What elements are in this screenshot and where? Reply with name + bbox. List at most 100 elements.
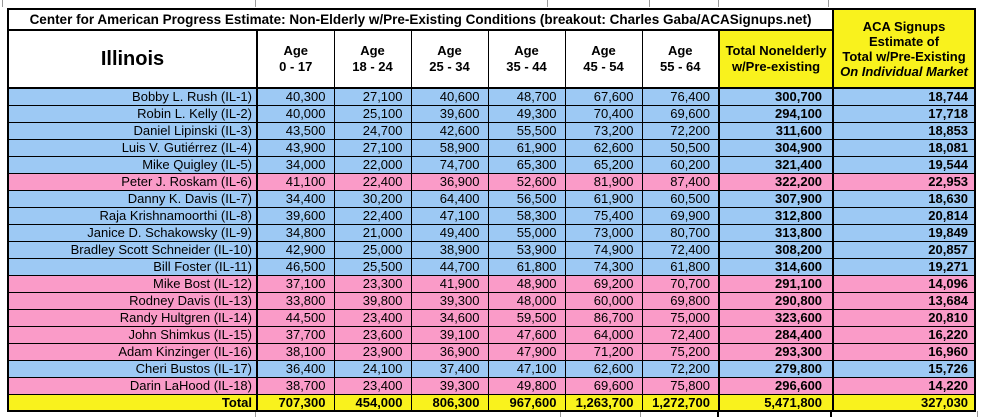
age-35-44-cell: 47,100 [487,359,566,378]
age-label: Age [514,43,539,58]
age-0-17-cell: 46,500 [256,257,335,276]
age-label: Age [591,43,616,58]
aca-header-line: ACA Signups [862,18,946,34]
age-55-64-cell: 60,500 [641,189,720,208]
total-nonelderly-cell: 290,800 [717,291,835,310]
age-55-64-cell: 69,800 [641,291,720,310]
age-18-24-cell: 25,500 [333,257,412,276]
age-column-header-18-24: Age 18 - 24 [333,29,412,89]
age-0-17-cell: 41,100 [256,172,335,191]
aca-header-line: Estimate of [868,33,940,49]
table-row: Randy Hultgren (IL-14) 44,500 23,400 34,… [7,308,976,327]
aca-estimate-cell: 16,960 [832,342,976,361]
age-45-54-cell: 62,600 [564,359,643,378]
table-row: Danny K. Davis (IL-7) 34,400 30,200 64,4… [7,189,976,208]
total-age-45-54: 1,263,700 [564,393,643,412]
aca-estimate-cell: 15,726 [832,359,976,378]
age-0-17-cell: 40,000 [256,104,335,123]
age-25-34-cell: 39,600 [410,104,489,123]
aca-estimate-cell: 22,953 [832,172,976,191]
age-18-24-cell: 27,100 [333,138,412,157]
age-55-64-cell: 69,600 [641,104,720,123]
representative-name-cell: John Shimkus (IL-15) [7,325,258,344]
age-55-64-cell: 72,400 [641,240,720,259]
total-header-line: Total Nonelderly [725,43,827,58]
table-row: Raja Krishnamoorthi (IL-8) 39,600 22,400… [7,206,976,225]
age-label: Age [667,43,693,58]
age-25-34-cell: 58,900 [410,138,489,157]
age-25-34-cell: 39,100 [410,325,489,344]
age-55-64-cell: 72,200 [641,121,720,140]
total-nonelderly-cell: 294,100 [717,104,835,123]
table-row: John Shimkus (IL-15) 37,700 23,600 39,10… [7,325,976,344]
age-45-54-cell: 86,700 [564,308,643,327]
age-0-17-cell: 43,500 [256,121,335,140]
age-35-44-cell: 56,500 [487,189,566,208]
aca-estimate-cell: 18,630 [832,189,976,208]
total-nonelderly-grand-total: 5,471,800 [717,393,835,412]
gridline [255,0,256,7]
age-55-64-cell: 69,900 [641,206,720,225]
representative-name-cell: Robin L. Kelly (IL-2) [7,104,258,123]
aca-estimate-cell: 19,271 [832,257,976,276]
representative-name-cell: Cheri Bustos (IL-17) [7,359,258,378]
age-column-header-25-34: Age 25 - 34 [410,29,489,89]
total-nonelderly-cell: 296,600 [717,376,835,395]
age-55-64-cell: 72,200 [641,359,720,378]
aca-estimate-cell: 19,849 [832,223,976,242]
total-nonelderly-cell: 307,900 [717,189,835,208]
age-18-24-cell: 24,700 [333,121,412,140]
aca-estimate-cell: 20,814 [832,206,976,225]
age-55-64-cell: 61,800 [641,257,720,276]
total-row: Total 707,300 454,000 806,300 967,600 1,… [7,393,976,412]
age-55-64-cell: 75,800 [641,376,720,395]
representative-name-cell: Raja Krishnamoorthi (IL-8) [7,206,258,225]
gridline [2,0,3,7]
table-row: Darin LaHood (IL-18) 38,700 23,400 39,30… [7,376,976,395]
age-0-17-cell: 33,800 [256,291,335,310]
aca-estimate-column-header: ACA Signups Estimate of Total w/Pre-Exis… [832,8,976,89]
age-45-54-cell: 65,200 [564,155,643,174]
age-0-17-cell: 38,100 [256,342,335,361]
table-row: Adam Kinzinger (IL-16) 38,100 23,900 36,… [7,342,976,361]
age-18-24-cell: 25,000 [333,240,412,259]
column-header-row: Illinois Age 0 - 17 Age 18 - 24 Age 25 -… [7,29,975,89]
age-0-17-cell: 34,000 [256,155,335,174]
aca-estimate-cell: 18,853 [832,121,976,140]
age-45-54-cell: 62,600 [564,138,643,157]
age-35-44-cell: 49,800 [487,376,566,395]
table-row: Luis V. Gutiérrez (IL-4) 43,900 27,100 5… [7,138,976,157]
aca-estimate-cell: 16,220 [832,325,976,344]
aca-estimate-cell: 20,810 [832,308,976,327]
representative-name-cell: Randy Hultgren (IL-14) [7,308,258,327]
age-25-34-cell: 47,100 [410,206,489,225]
table-row: Bradley Scott Schneider (IL-10) 42,900 2… [7,240,976,259]
age-range: 45 - 54 [583,59,624,74]
total-nonelderly-cell: 304,900 [717,138,835,157]
total-nonelderly-cell: 308,200 [717,240,835,259]
representative-name-cell: Darin LaHood (IL-18) [7,376,258,395]
gridline [828,0,829,7]
age-25-34-cell: 39,300 [410,376,489,395]
age-0-17-cell: 40,300 [256,87,335,106]
age-25-34-cell: 37,400 [410,359,489,378]
age-0-17-cell: 42,900 [256,240,335,259]
age-55-64-cell: 75,000 [641,308,720,327]
age-55-64-cell: 60,200 [641,155,720,174]
age-25-34-cell: 74,700 [410,155,489,174]
age-0-17-cell: 34,400 [256,189,335,208]
aca-estimate-cell: 18,081 [832,138,976,157]
age-35-44-cell: 48,000 [487,291,566,310]
age-column-header-45-54: Age 45 - 54 [564,29,643,89]
age-45-54-cell: 75,400 [564,206,643,225]
age-45-54-cell: 60,000 [564,291,643,310]
age-18-24-cell: 24,100 [333,359,412,378]
age-25-34-cell: 49,400 [410,223,489,242]
age-45-54-cell: 74,300 [564,257,643,276]
age-35-44-cell: 55,000 [487,223,566,242]
age-18-24-cell: 25,100 [333,104,412,123]
total-nonelderly-cell: 322,200 [717,172,835,191]
age-range: 18 - 24 [352,59,393,74]
representative-name-cell: Janice D. Schakowsky (IL-9) [7,223,258,242]
age-55-64-cell: 76,400 [641,87,720,106]
